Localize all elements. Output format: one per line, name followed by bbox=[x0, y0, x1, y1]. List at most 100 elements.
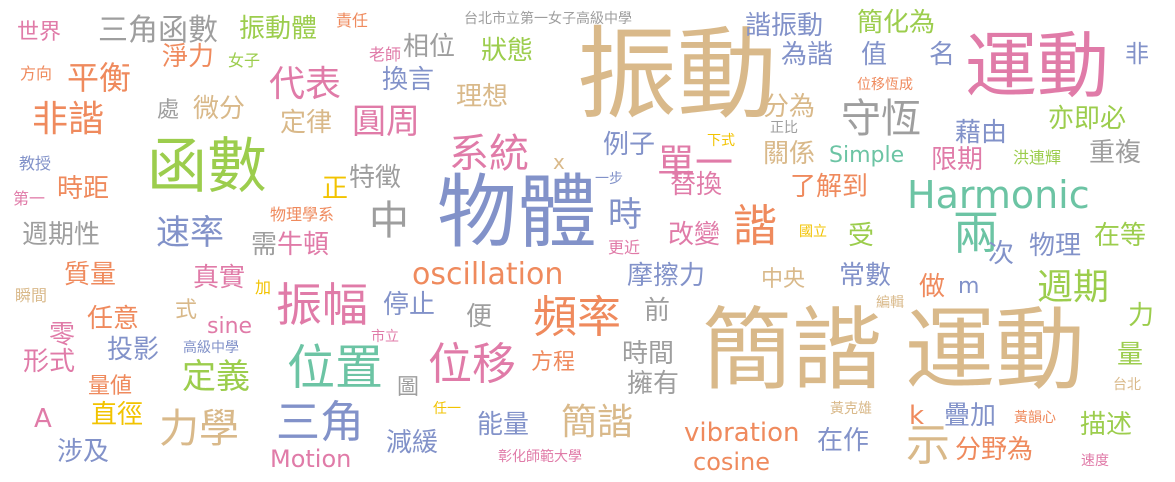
word: 藉由 bbox=[955, 118, 1008, 148]
word: 責任 bbox=[336, 11, 369, 30]
word: 簡諧 bbox=[702, 298, 882, 403]
word: vibration bbox=[684, 418, 800, 448]
word: 物理學系 bbox=[270, 205, 335, 224]
word: 狀態 bbox=[481, 36, 534, 66]
word: Motion bbox=[270, 445, 352, 473]
word: 關係 bbox=[763, 139, 816, 169]
word: 零 bbox=[49, 320, 76, 350]
word: 物理 bbox=[1029, 231, 1082, 261]
word: 加 bbox=[255, 278, 272, 297]
word: 時距 bbox=[57, 174, 110, 204]
word: 常數 bbox=[839, 261, 892, 291]
word: 振動體 bbox=[239, 14, 318, 44]
word: 值 bbox=[861, 40, 888, 70]
word: 涉及 bbox=[57, 437, 110, 467]
word: 位置 bbox=[287, 340, 384, 396]
word: 能量 bbox=[477, 410, 530, 440]
word: 彰化師範大學 bbox=[498, 449, 582, 465]
word: 台北 bbox=[1113, 377, 1141, 393]
word: 一步 bbox=[595, 171, 623, 187]
word: 簡化為 bbox=[857, 8, 936, 38]
word: 國立 bbox=[799, 224, 827, 240]
word: 編輯 bbox=[876, 295, 904, 311]
word: 下式 bbox=[707, 133, 735, 149]
word: 黃克雄 bbox=[830, 401, 872, 417]
word: 高級中學 bbox=[183, 340, 239, 356]
word: 限期 bbox=[931, 145, 984, 175]
word: 週期 bbox=[1037, 267, 1110, 308]
word: 代表 bbox=[269, 64, 342, 105]
word: 圓周 bbox=[352, 102, 420, 142]
word: 世界 bbox=[17, 20, 62, 45]
word: 投影 bbox=[107, 335, 160, 365]
word: 時間 bbox=[622, 339, 675, 369]
word: 受 bbox=[848, 221, 875, 251]
word: x bbox=[553, 150, 565, 174]
word: 兩 bbox=[953, 206, 999, 260]
word: 振幅 bbox=[276, 278, 368, 332]
word: 三角 bbox=[276, 397, 364, 448]
word: 分野為 bbox=[955, 435, 1034, 465]
word: 非 bbox=[1125, 40, 1149, 68]
word: 方向 bbox=[20, 64, 53, 83]
word: sine bbox=[207, 314, 253, 339]
word: 平衡 bbox=[67, 59, 132, 97]
word: 為諧 bbox=[781, 40, 834, 70]
word: 力學 bbox=[159, 406, 239, 452]
word: 力 bbox=[1128, 301, 1155, 331]
word: 更近 bbox=[608, 238, 641, 257]
word: 式 bbox=[175, 298, 198, 323]
word: 位移恆成 bbox=[857, 77, 913, 93]
word: 速度 bbox=[1081, 453, 1109, 469]
word: k bbox=[909, 401, 925, 431]
word: 速率 bbox=[156, 213, 224, 253]
word: 第一 bbox=[13, 189, 46, 208]
word: 振動 bbox=[577, 16, 777, 133]
word: 形式 bbox=[23, 347, 76, 377]
word: 名 bbox=[929, 40, 956, 70]
word: Harmonic bbox=[907, 173, 1090, 217]
word: 便 bbox=[466, 302, 493, 332]
word: 諧振動 bbox=[745, 11, 824, 41]
word: 微分 bbox=[193, 94, 246, 124]
word: 教授 bbox=[19, 154, 52, 173]
word: 單一 bbox=[657, 141, 734, 185]
word: 直徑 bbox=[91, 400, 144, 430]
word: 函數 bbox=[147, 132, 267, 202]
word: 運動 bbox=[905, 298, 1085, 403]
word: 運動 bbox=[965, 24, 1110, 108]
word: 任一 bbox=[433, 401, 461, 417]
word: 減緩 bbox=[386, 428, 439, 458]
word: cosine bbox=[693, 448, 771, 476]
word: 量 bbox=[1117, 340, 1144, 370]
word: 在作 bbox=[817, 426, 870, 456]
word: 疊加 bbox=[944, 401, 997, 431]
word: 物體 bbox=[437, 166, 597, 259]
word: 中央 bbox=[761, 267, 806, 292]
word: 正比 bbox=[770, 120, 798, 136]
word: 牛頓 bbox=[277, 230, 330, 260]
word: 了解到 bbox=[790, 172, 869, 202]
word: oscillation bbox=[412, 257, 564, 292]
word: 需 bbox=[251, 230, 278, 260]
word: 方程 bbox=[531, 350, 576, 375]
word: 時 bbox=[608, 195, 642, 235]
word: 頻率 bbox=[533, 292, 621, 343]
word: 位移 bbox=[428, 339, 516, 390]
word: 守恆 bbox=[841, 96, 921, 142]
word: 圖 bbox=[397, 375, 420, 400]
word: 定律 bbox=[280, 108, 333, 138]
word: 在等 bbox=[1094, 221, 1147, 251]
word: 諧 bbox=[733, 201, 777, 252]
word: 擁有 bbox=[627, 369, 680, 399]
word: 非諧 bbox=[32, 99, 105, 140]
word: 三角函數 bbox=[98, 13, 218, 48]
word: 前 bbox=[644, 296, 671, 326]
word: 瞬間 bbox=[15, 286, 48, 305]
word: 女子 bbox=[228, 51, 261, 70]
word: 台北市立第一女子高級中學 bbox=[464, 11, 632, 27]
word: 停止 bbox=[383, 290, 436, 320]
word: 做 bbox=[919, 272, 946, 302]
word: 簡諧 bbox=[561, 402, 634, 443]
